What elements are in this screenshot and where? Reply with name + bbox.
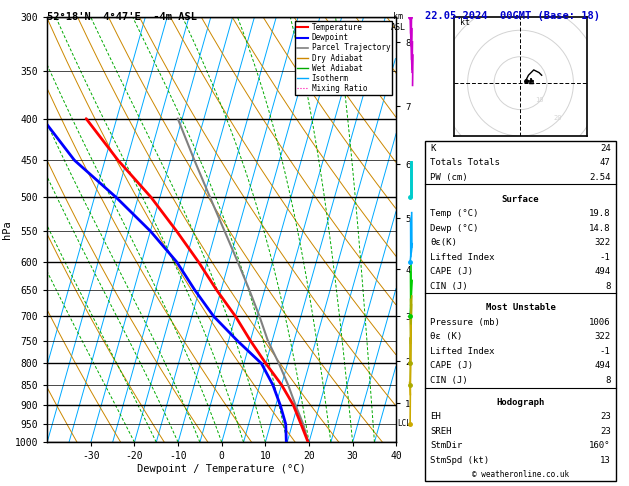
- Text: 160°: 160°: [589, 441, 611, 450]
- Text: -1: -1: [600, 347, 611, 356]
- Text: 8: 8: [605, 281, 611, 291]
- Text: 13: 13: [600, 456, 611, 465]
- Text: 494: 494: [594, 267, 611, 276]
- Text: Dewp (°C): Dewp (°C): [430, 224, 479, 232]
- Text: CIN (J): CIN (J): [430, 376, 468, 385]
- Text: 10: 10: [535, 97, 543, 103]
- Text: 47: 47: [600, 158, 611, 167]
- Text: Most Unstable: Most Unstable: [486, 303, 555, 312]
- Text: 2.54: 2.54: [589, 173, 611, 182]
- X-axis label: Dewpoint / Temperature (°C): Dewpoint / Temperature (°C): [137, 464, 306, 474]
- Text: Totals Totals: Totals Totals: [430, 158, 500, 167]
- Text: θε (K): θε (K): [430, 332, 462, 341]
- Text: -1: -1: [600, 253, 611, 261]
- Text: Pressure (mb): Pressure (mb): [430, 318, 500, 327]
- Text: 22.05.2024  00GMT (Base: 18): 22.05.2024 00GMT (Base: 18): [425, 11, 599, 21]
- Text: 23: 23: [600, 412, 611, 421]
- Text: CIN (J): CIN (J): [430, 281, 468, 291]
- Text: 23: 23: [600, 427, 611, 436]
- Text: K: K: [430, 144, 436, 153]
- Text: SREH: SREH: [430, 427, 452, 436]
- Legend: Temperature, Dewpoint, Parcel Trajectory, Dry Adiabat, Wet Adiabat, Isotherm, Mi: Temperature, Dewpoint, Parcel Trajectory…: [295, 21, 392, 95]
- Text: θε(K): θε(K): [430, 238, 457, 247]
- Text: © weatheronline.co.uk: © weatheronline.co.uk: [472, 470, 569, 479]
- Text: 20: 20: [554, 115, 562, 121]
- Text: StmSpd (kt): StmSpd (kt): [430, 456, 489, 465]
- Text: Lifted Index: Lifted Index: [430, 253, 495, 261]
- Text: Surface: Surface: [502, 194, 539, 204]
- Text: CAPE (J): CAPE (J): [430, 362, 474, 370]
- Text: 14.8: 14.8: [589, 224, 611, 232]
- Text: EH: EH: [430, 412, 441, 421]
- Text: 1006: 1006: [589, 318, 611, 327]
- Text: Lifted Index: Lifted Index: [430, 347, 495, 356]
- Text: 19.8: 19.8: [589, 209, 611, 218]
- Y-axis label: hPa: hPa: [2, 220, 12, 239]
- Text: CAPE (J): CAPE (J): [430, 267, 474, 276]
- Text: 24: 24: [600, 144, 611, 153]
- Text: StmDir: StmDir: [430, 441, 462, 450]
- Text: Temp (°C): Temp (°C): [430, 209, 479, 218]
- Text: Hodograph: Hodograph: [496, 398, 545, 407]
- Text: 8: 8: [605, 376, 611, 385]
- Text: LCL: LCL: [397, 419, 411, 428]
- Text: km
ASL: km ASL: [391, 12, 406, 32]
- Text: 322: 322: [594, 332, 611, 341]
- Text: 52°18'N  4°47'E  -4m ASL: 52°18'N 4°47'E -4m ASL: [47, 12, 197, 22]
- Text: kt: kt: [460, 18, 470, 27]
- Text: PW (cm): PW (cm): [430, 173, 468, 182]
- Text: 322: 322: [594, 238, 611, 247]
- Text: 494: 494: [594, 362, 611, 370]
